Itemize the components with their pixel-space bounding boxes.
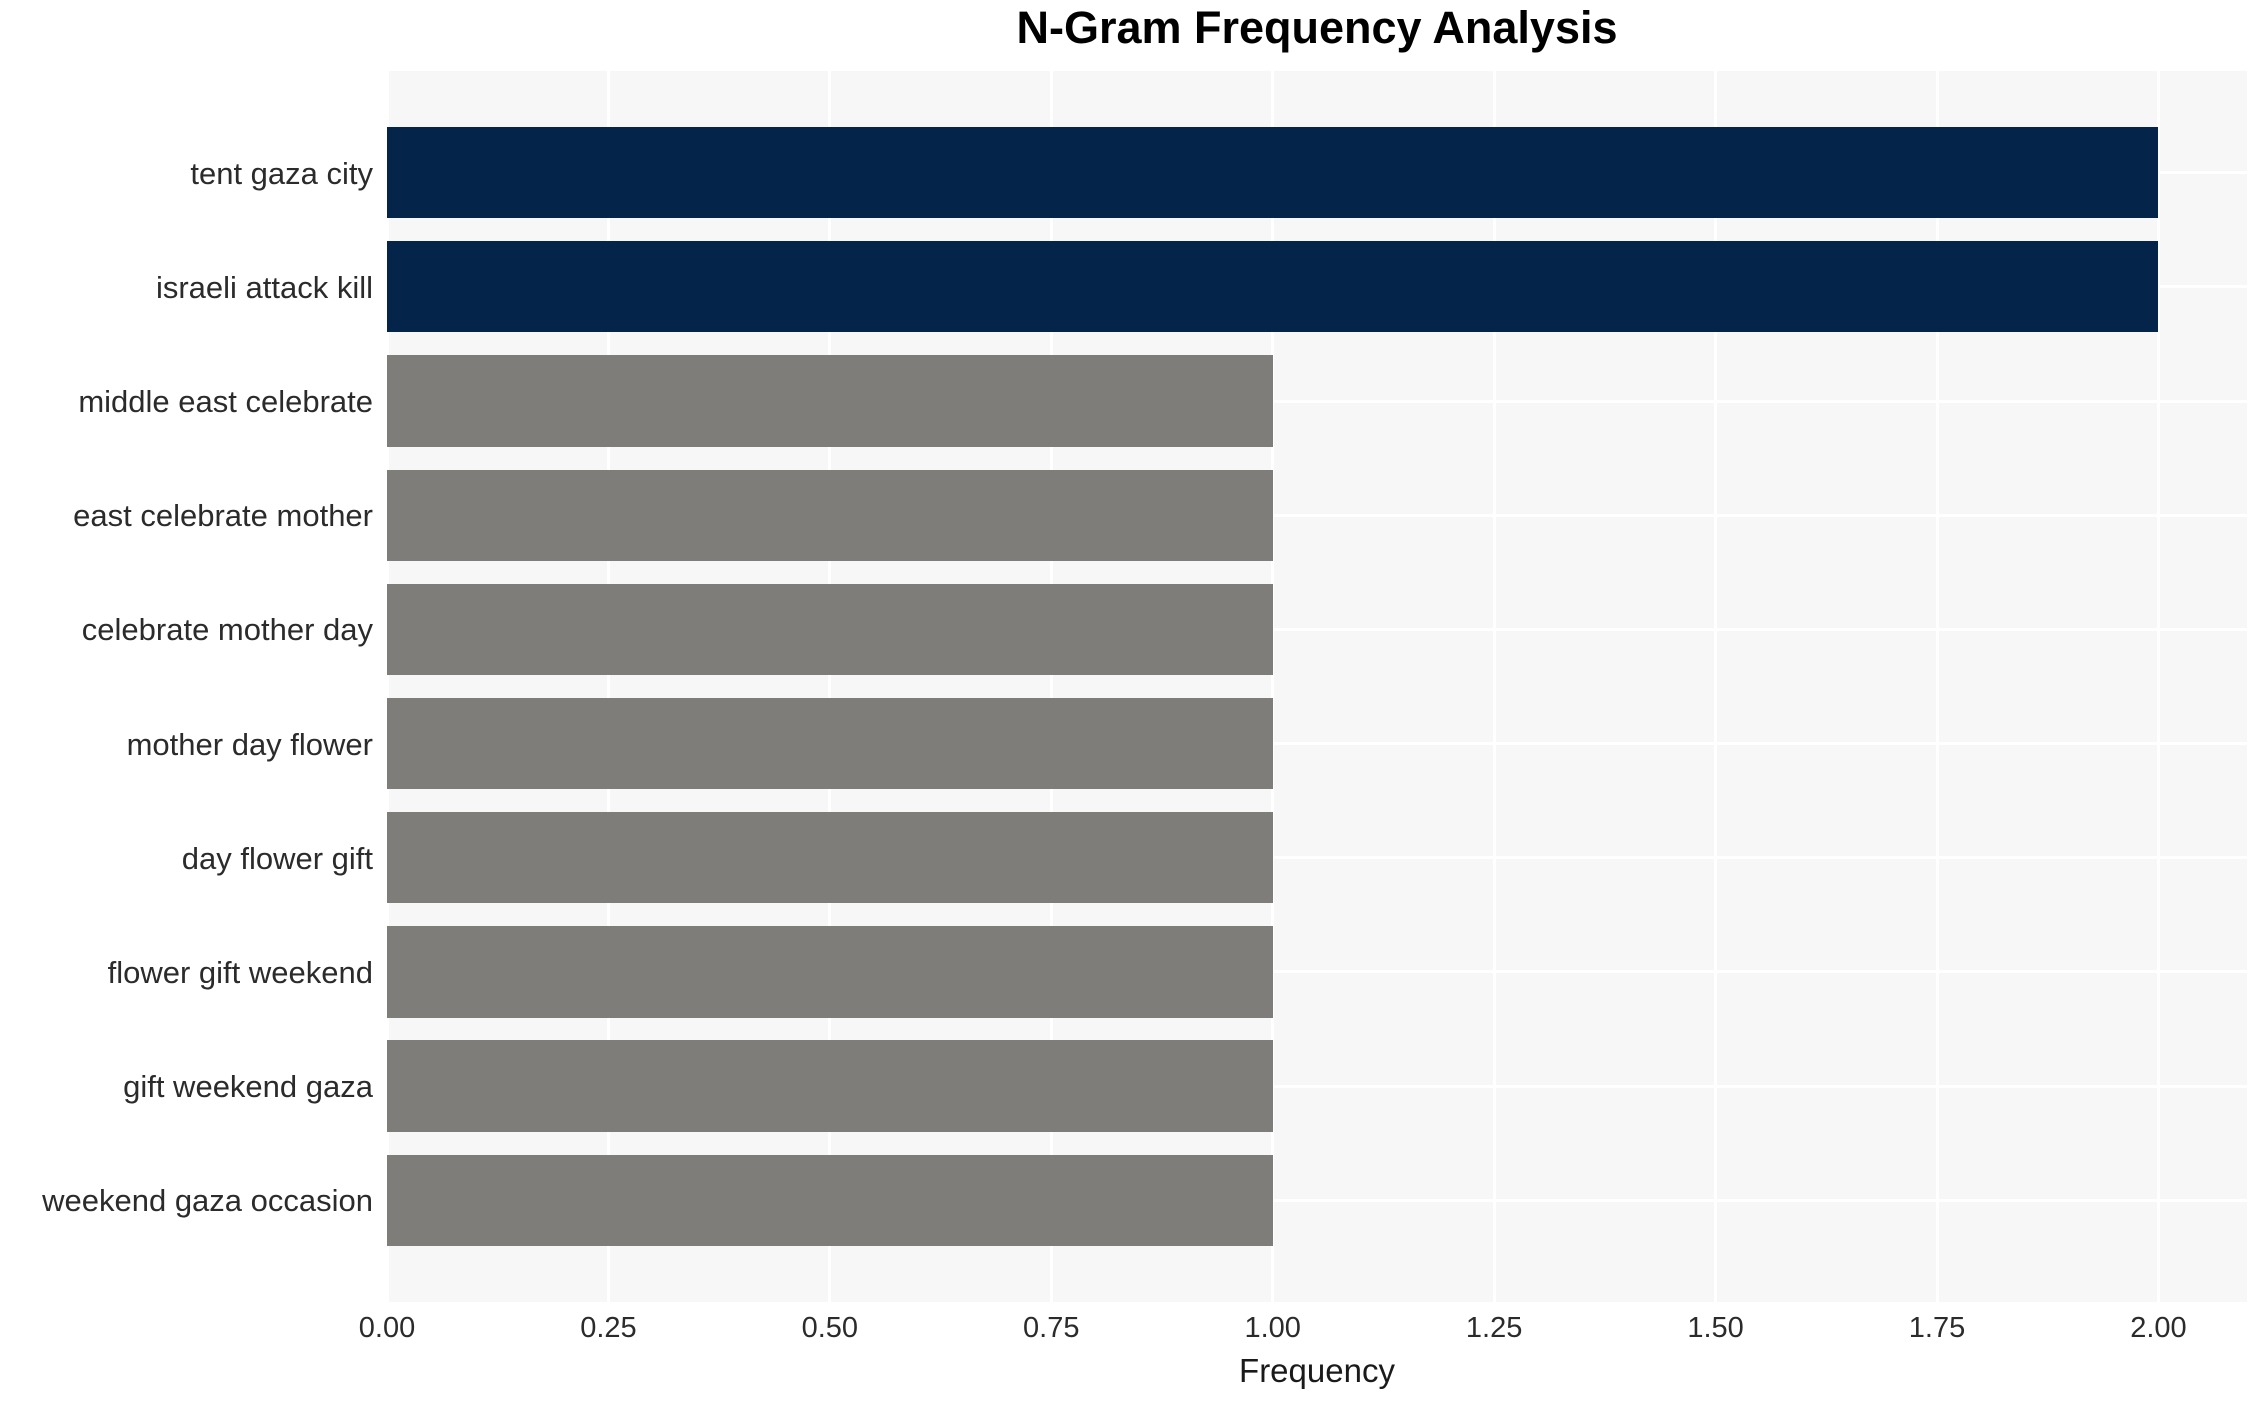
h-gridline (387, 970, 2247, 974)
x-tick-label: 1.25 (1465, 1312, 1523, 1344)
category-label: east celebrate mother (73, 498, 373, 534)
v-gridline (1049, 71, 1053, 1302)
category-label: day flower gift (181, 840, 373, 876)
v-gridline (2156, 71, 2160, 1302)
h-gridline (387, 513, 2247, 517)
v-gridline (1492, 71, 1496, 1302)
category-label: flower gift weekend (107, 954, 373, 990)
h-gridline (387, 627, 2247, 631)
h-gridline (387, 399, 2247, 403)
bar-mother-day-flower (387, 697, 1273, 790)
v-gridline (606, 71, 610, 1302)
h-gridline (387, 1198, 2247, 1202)
v-gridline (1271, 71, 1275, 1302)
bar-gift-weekend-gaza (387, 1040, 1273, 1132)
x-tick-label: 0.75 (1023, 1312, 1080, 1344)
h-gridline (387, 856, 2247, 860)
bar-flower-gift-weekend (387, 926, 1273, 1018)
chart-title: N-Gram Frequency Analysis (1016, 2, 1618, 53)
bar-middle-east-celebrate (387, 355, 1273, 447)
category-label: weekend gaza occasion (42, 1183, 373, 1219)
category-label: celebrate mother day (81, 612, 373, 648)
category-label: israeli attack kill (155, 269, 373, 305)
x-tick-label: 0.25 (580, 1312, 637, 1344)
x-tick-label: 0.50 (801, 1312, 859, 1344)
v-gridline (828, 71, 832, 1302)
category-label: mother day flower (126, 726, 373, 762)
category-label: tent gaza city (190, 155, 373, 191)
v-gridline (385, 71, 389, 1302)
x-tick-label: 1.50 (1687, 1312, 1744, 1344)
x-tick-label: 2.00 (2130, 1312, 2187, 1344)
bar-celebrate-mother-day (387, 583, 1273, 676)
bar-east-celebrate-mother (387, 469, 1273, 561)
h-gridline (387, 1084, 2247, 1088)
x-tick-label: 0.00 (358, 1312, 416, 1344)
v-gridline (1714, 71, 1718, 1302)
category-label: gift weekend gaza (123, 1069, 373, 1105)
bar-tent-gaza-city (387, 126, 2159, 219)
x-tick-label: 1.00 (1244, 1312, 1301, 1344)
category-label: middle east celebrate (78, 384, 373, 420)
bar-weekend-gaza-occasion (387, 1154, 1273, 1247)
bar-israeli-attack-kill (387, 241, 2159, 333)
plot-area (385, 71, 2247, 1302)
v-gridline (1935, 71, 1939, 1302)
x-axis-label: Frequency (1239, 1352, 1395, 1389)
bar-day-flower-gift (387, 812, 1273, 904)
x-tick-label: 1.75 (1908, 1312, 1966, 1344)
h-gridline (387, 742, 2247, 746)
